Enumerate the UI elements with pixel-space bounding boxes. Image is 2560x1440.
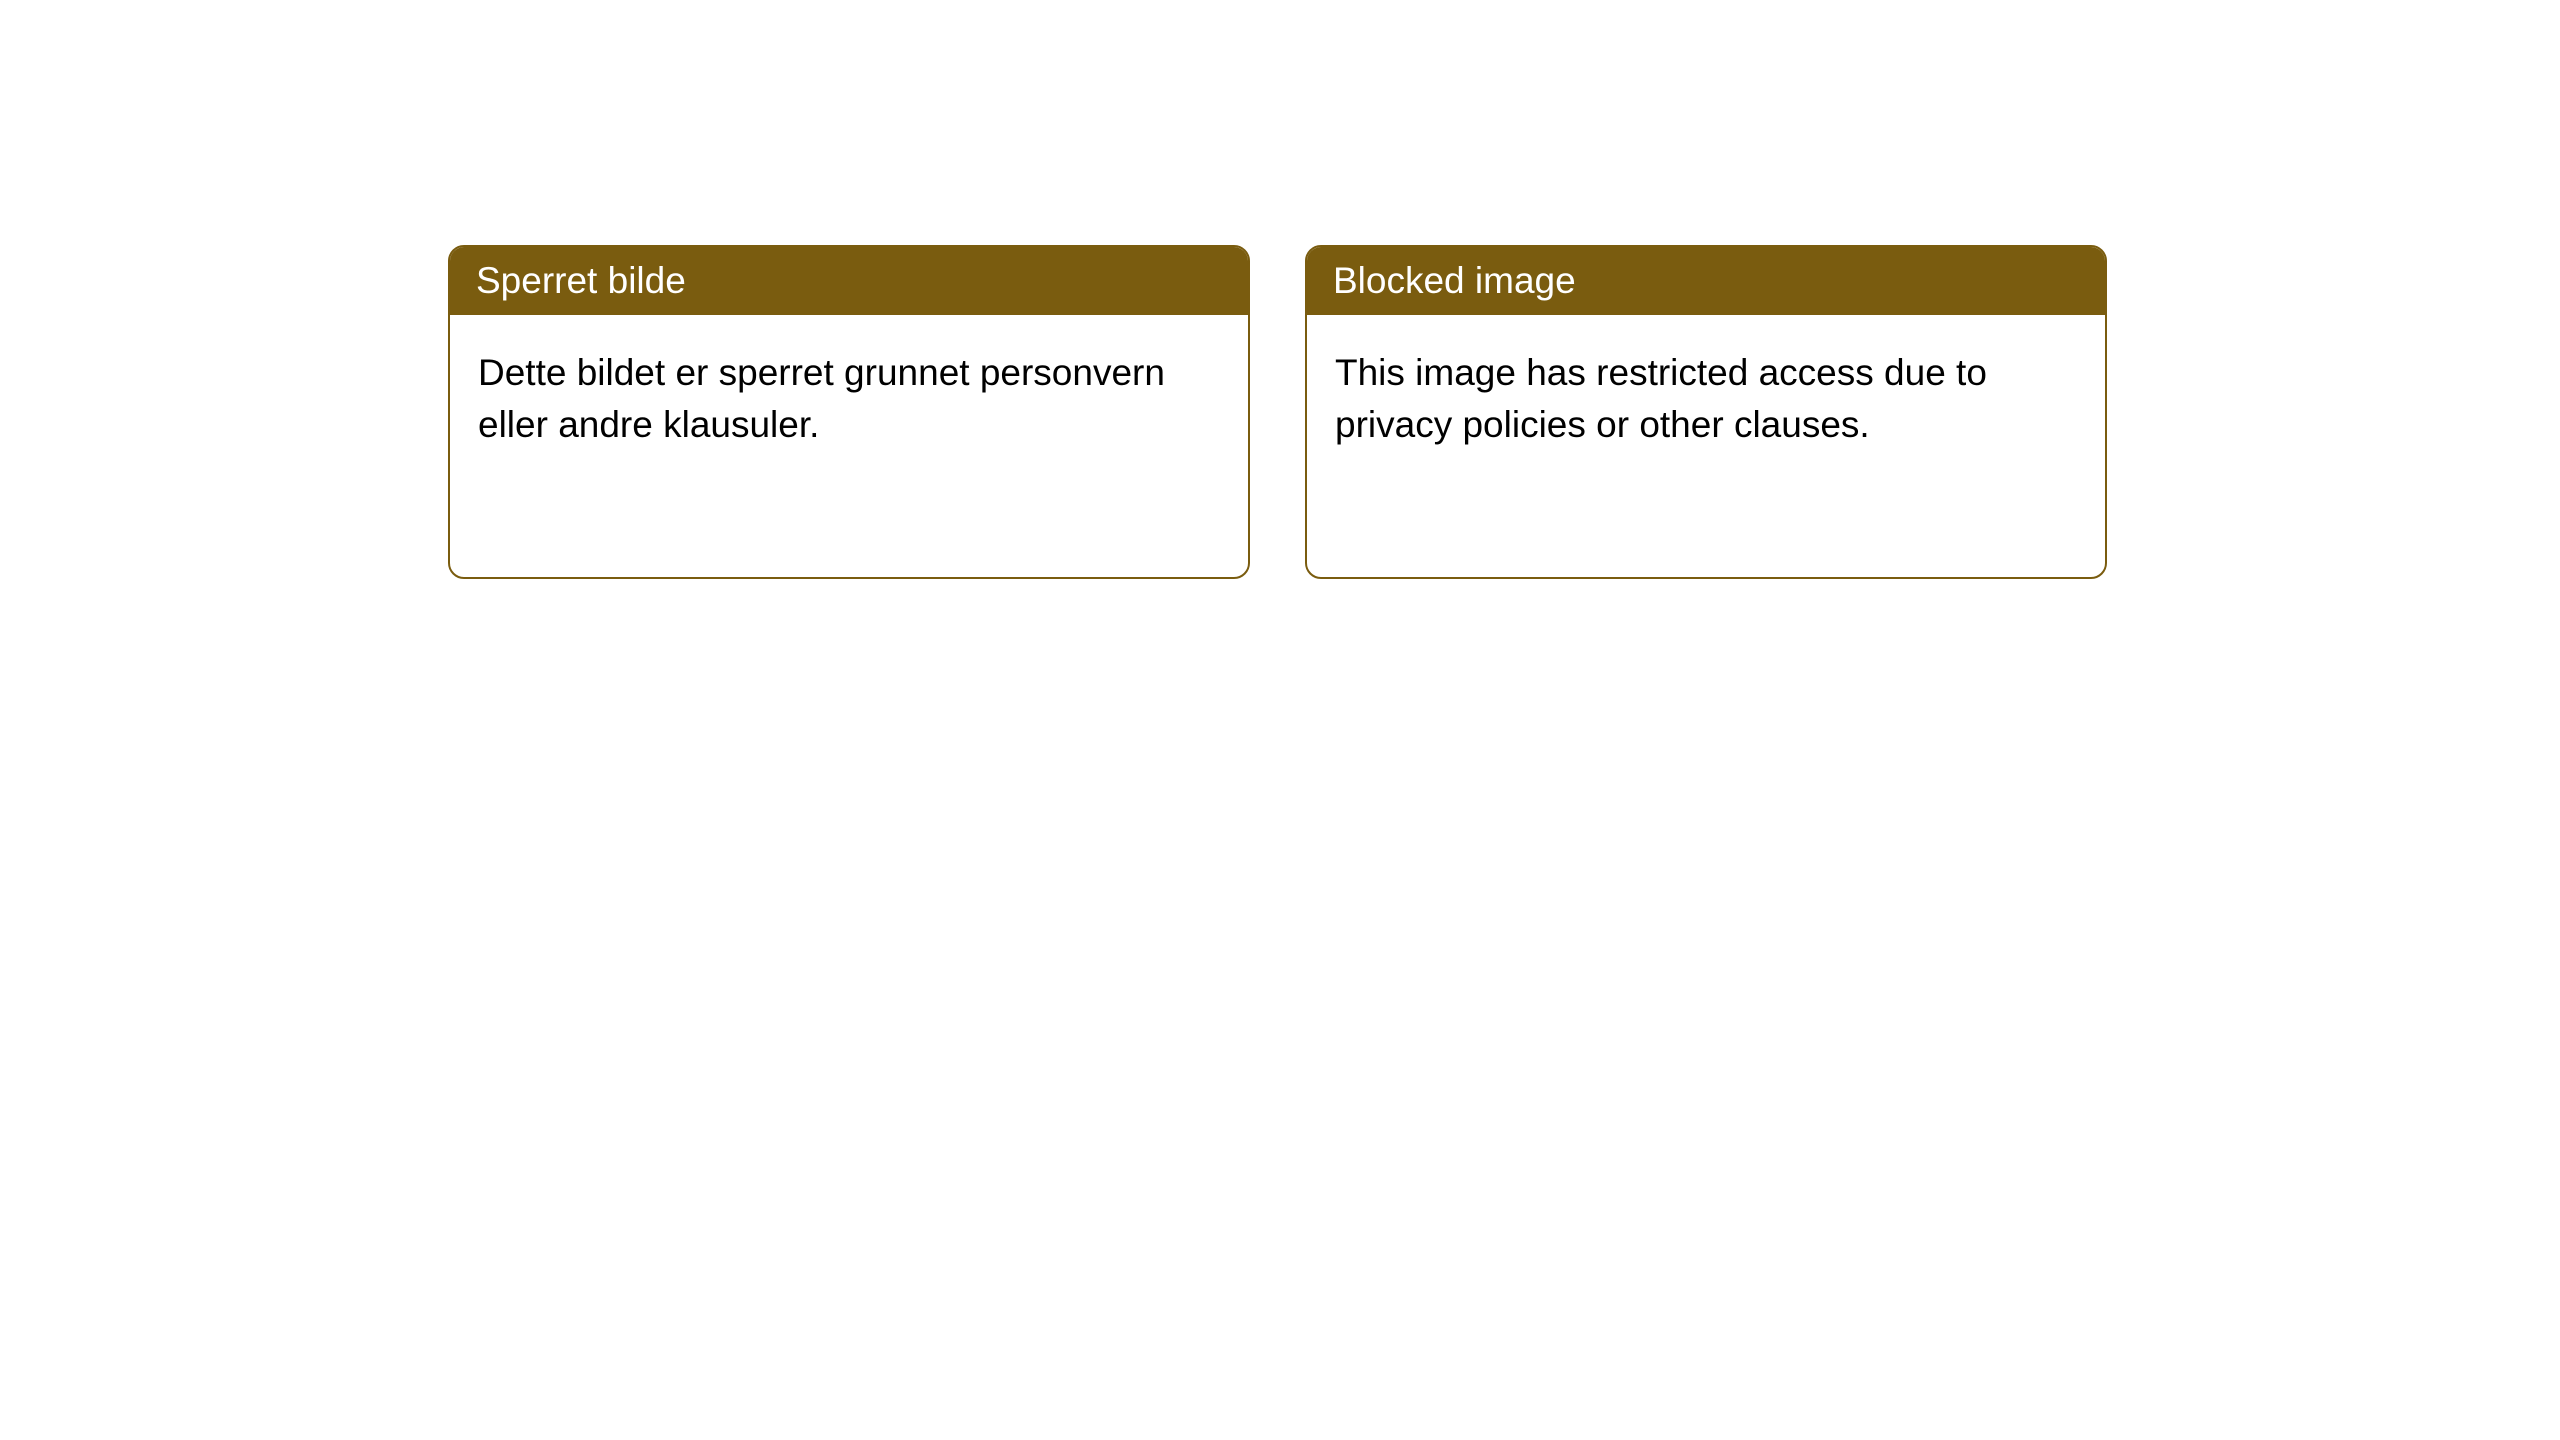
card-body: Dette bildet er sperret grunnet personve…	[450, 315, 1248, 483]
card-message: Dette bildet er sperret grunnet personve…	[478, 352, 1165, 445]
blocked-image-card-en: Blocked image This image has restricted …	[1305, 245, 2107, 579]
card-header: Sperret bilde	[450, 247, 1248, 315]
card-message: This image has restricted access due to …	[1335, 352, 1987, 445]
card-header: Blocked image	[1307, 247, 2105, 315]
blocked-image-card-no: Sperret bilde Dette bildet er sperret gr…	[448, 245, 1250, 579]
cards-container: Sperret bilde Dette bildet er sperret gr…	[448, 245, 2107, 579]
card-body: This image has restricted access due to …	[1307, 315, 2105, 483]
card-title: Sperret bilde	[476, 260, 686, 301]
card-title: Blocked image	[1333, 260, 1576, 301]
